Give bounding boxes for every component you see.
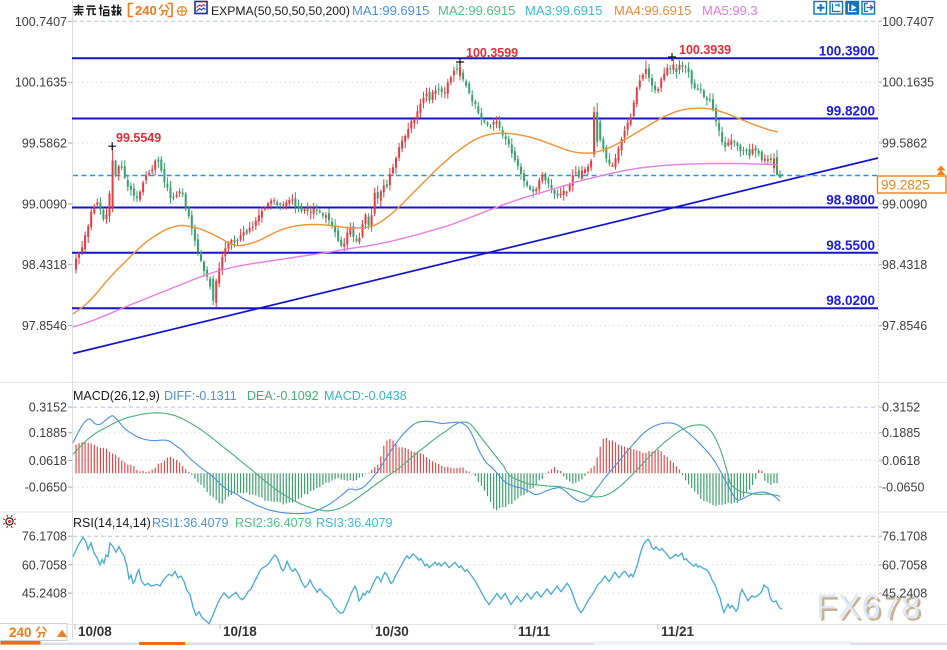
svg-text:0.0618: 0.0618 — [29, 454, 67, 468]
svg-text:240: 240 — [9, 625, 32, 640]
svg-text:99.5862: 99.5862 — [22, 137, 67, 151]
svg-text:99.0090: 99.0090 — [22, 197, 67, 211]
svg-text:100.3900: 100.3900 — [819, 43, 875, 58]
svg-text:98.0200: 98.0200 — [826, 293, 875, 308]
svg-text:98.9800: 98.9800 — [826, 193, 875, 208]
svg-text:100.3939: 100.3939 — [679, 43, 731, 57]
svg-text:100.1635: 100.1635 — [15, 76, 67, 90]
svg-text:99.2825: 99.2825 — [881, 178, 930, 193]
svg-text:0.1885: 0.1885 — [882, 426, 920, 440]
svg-text:RSI3:36.4079: RSI3:36.4079 — [316, 516, 392, 530]
svg-text:100.3599: 100.3599 — [466, 46, 518, 60]
svg-text:-0.0650: -0.0650 — [882, 481, 924, 495]
svg-text:100.1635: 100.1635 — [882, 76, 934, 90]
svg-text:97.8546: 97.8546 — [22, 319, 67, 333]
svg-text:-0.0650: -0.0650 — [25, 481, 67, 495]
svg-text:0.3152: 0.3152 — [29, 401, 67, 415]
svg-text:MA1:99.6915: MA1:99.6915 — [352, 3, 429, 18]
svg-text:MACD(26,12,9): MACD(26,12,9) — [73, 389, 160, 403]
svg-text:MA2:99.6915: MA2:99.6915 — [438, 3, 515, 18]
svg-text:76.1708: 76.1708 — [22, 530, 67, 544]
svg-text:76.1708: 76.1708 — [882, 530, 927, 544]
svg-text:98.5500: 98.5500 — [826, 238, 875, 253]
svg-text:11/11: 11/11 — [518, 624, 551, 639]
svg-text:60.7058: 60.7058 — [882, 558, 927, 572]
svg-text:45.2408: 45.2408 — [882, 587, 927, 601]
svg-text:45.2408: 45.2408 — [22, 587, 67, 601]
svg-text:0.0618: 0.0618 — [882, 454, 920, 468]
svg-text:0.3152: 0.3152 — [882, 401, 920, 415]
svg-text:10/30: 10/30 — [375, 624, 409, 639]
svg-text:99.5549: 99.5549 — [116, 131, 161, 145]
svg-text:98.4318: 98.4318 — [882, 258, 927, 272]
svg-text:99.5862: 99.5862 — [882, 137, 927, 151]
svg-text:60.7058: 60.7058 — [22, 558, 67, 572]
svg-text:97.8546: 97.8546 — [882, 319, 927, 333]
svg-text:10/08: 10/08 — [78, 624, 112, 639]
svg-text:98.4318: 98.4318 — [22, 258, 67, 272]
svg-text:100.7407: 100.7407 — [882, 15, 934, 29]
svg-text:10/18: 10/18 — [223, 624, 257, 639]
svg-text:RSI(14,14,14): RSI(14,14,14) — [73, 516, 151, 530]
svg-text:RSI1:36.4079: RSI1:36.4079 — [152, 516, 228, 530]
svg-text:RSI2:36.4079: RSI2:36.4079 — [235, 516, 311, 530]
svg-text:240: 240 — [135, 3, 157, 18]
svg-text:DIFF:-0.1311: DIFF:-0.1311 — [164, 389, 237, 403]
svg-text:11/21: 11/21 — [661, 624, 695, 639]
svg-text:FX678: FX678 — [819, 591, 924, 629]
svg-text:99.8200: 99.8200 — [826, 104, 875, 119]
svg-text:99.0090: 99.0090 — [882, 197, 927, 211]
svg-text:DEA:-0.1092: DEA:-0.1092 — [247, 389, 319, 403]
svg-text:MA4:99.6915: MA4:99.6915 — [614, 3, 691, 18]
svg-text:EXPMA(50,50,50,50,200): EXPMA(50,50,50,50,200) — [211, 4, 350, 18]
svg-text:MA5:99.3: MA5:99.3 — [702, 3, 758, 18]
svg-text:MACD:-0.0438: MACD:-0.0438 — [324, 389, 407, 403]
svg-text:MA3:99.6915: MA3:99.6915 — [525, 3, 602, 18]
svg-text:FX678: FX678 — [816, 588, 921, 626]
svg-text:100.7407: 100.7407 — [15, 15, 67, 29]
svg-text:0.1885: 0.1885 — [29, 426, 67, 440]
